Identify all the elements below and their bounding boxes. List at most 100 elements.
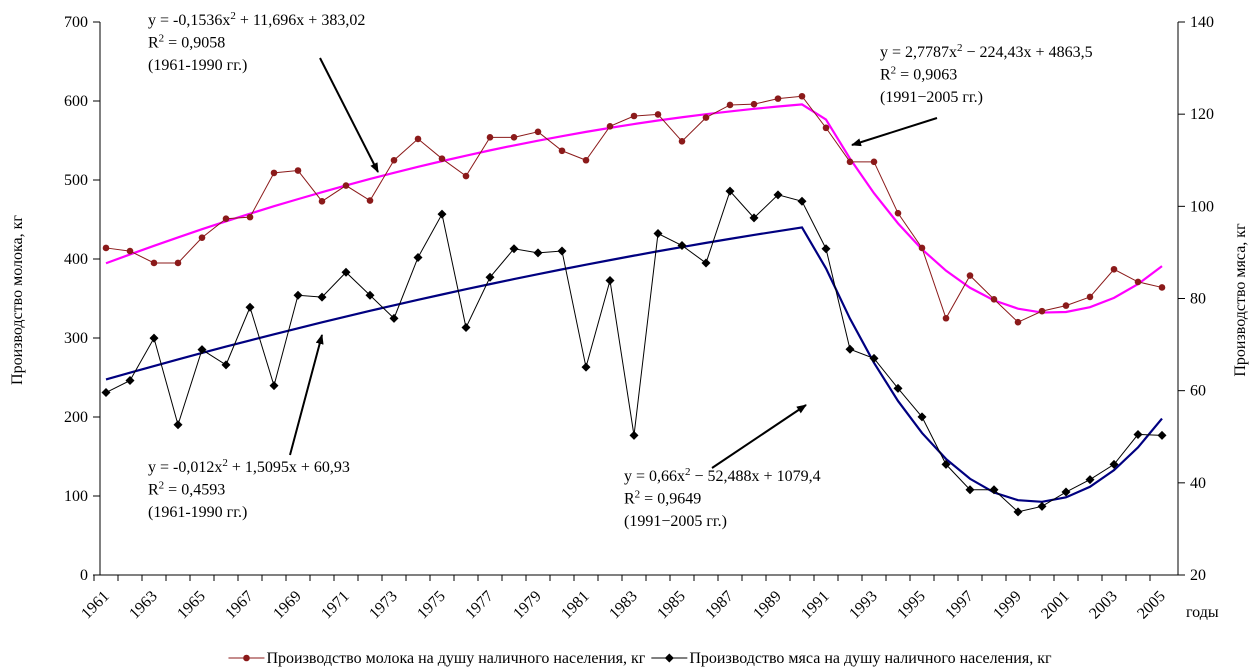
- annotation-part: R: [624, 491, 635, 508]
- milk-point: [1086, 293, 1094, 301]
- y-tick-label: 300: [64, 330, 88, 347]
- meat-point: [437, 209, 447, 219]
- annotation-part: y = -0,012x: [148, 459, 222, 476]
- milk-point: [102, 244, 110, 252]
- y2-axis-label: Производство мяса, кг: [1232, 223, 1249, 377]
- arrow: [851, 117, 938, 147]
- meat-point: [1133, 429, 1143, 439]
- meat-point: [653, 229, 663, 239]
- milk-point: [966, 272, 974, 279]
- milk-point: [630, 112, 638, 120]
- annotation: y = 0,66x2 − 52,488x + 1079,4: [624, 466, 821, 485]
- x-tick-label: 2003: [1086, 588, 1121, 623]
- annotation: y = -0,012x2 + 1,5095x + 60,93: [148, 457, 350, 476]
- x-axis-label: годы: [1186, 604, 1219, 621]
- meat-point: [581, 362, 591, 372]
- meat-point: [1085, 475, 1095, 485]
- x-tick-label: 1993: [846, 588, 881, 623]
- annotation: (1991−2005 гг.): [880, 89, 983, 106]
- annotation-part: (1961-1990 гг.): [148, 504, 247, 521]
- annotation-part: = 0,9063: [896, 67, 957, 84]
- legend-marker: [664, 653, 674, 663]
- milk-point: [246, 213, 254, 221]
- meat-point: [677, 241, 687, 251]
- meat-point: [965, 485, 975, 495]
- annotation-part: R: [148, 482, 159, 499]
- milk-point: [894, 209, 902, 217]
- milk-point: [414, 135, 422, 143]
- milk-point: [342, 182, 350, 189]
- annotation-part: 2: [635, 489, 641, 501]
- meat-point: [869, 353, 879, 363]
- x-tick-label: 1999: [990, 588, 1025, 623]
- annotation-part: 2: [891, 65, 897, 77]
- annotation-part: 2: [159, 33, 165, 45]
- milk-point: [1062, 302, 1070, 309]
- meat-point: [245, 302, 255, 312]
- trend-line: [105, 226, 1163, 503]
- annotation-part: 2: [685, 466, 691, 478]
- meat-point: [1061, 487, 1071, 497]
- y2-tick-label: 120: [1190, 106, 1214, 123]
- meat-point: [893, 383, 903, 393]
- meat-point: [221, 360, 231, 370]
- meat-point: [605, 276, 615, 286]
- milk-point: [654, 111, 662, 118]
- x-tick-label: 1961: [78, 588, 113, 623]
- y-tick-label: 700: [64, 14, 88, 31]
- milk-point: [510, 134, 518, 141]
- annotation: R2 = 0,9649: [624, 489, 701, 508]
- annotation-part: − 52,488x + 1079,4: [691, 468, 821, 485]
- annotation-part: − 224,43x + 4863,5: [963, 44, 1093, 61]
- meat-point: [557, 246, 567, 256]
- milk-point: [726, 101, 734, 109]
- milk-point: [486, 134, 494, 141]
- meat-point: [317, 292, 327, 302]
- meat-point: [509, 244, 519, 254]
- y2-tick-label: 80: [1190, 291, 1206, 308]
- milk-point: [822, 124, 830, 132]
- milk-point: [1110, 265, 1118, 273]
- annotation-part: y = 2,7787x: [880, 44, 957, 61]
- milk-point: [774, 95, 782, 102]
- meat-point: [749, 213, 759, 223]
- legend-label: Производство молока на душу наличного на…: [266, 650, 645, 667]
- milk-point: [438, 155, 446, 162]
- annotation-part: = 0,4593: [164, 482, 225, 499]
- meat-point: [701, 258, 711, 268]
- arrow: [319, 57, 379, 173]
- annotation-part: 2: [159, 480, 165, 492]
- milk-point: [870, 158, 878, 166]
- milk-point: [150, 259, 158, 267]
- milk-point: [798, 92, 806, 100]
- meat-point: [1109, 459, 1119, 469]
- meat-point: [1037, 501, 1047, 511]
- meat-point: [629, 430, 639, 440]
- milk-point: [390, 156, 398, 164]
- meat-point: [365, 290, 375, 300]
- milk-point: [606, 122, 614, 130]
- legend-label: Производство мяса на душу наличного насе…: [689, 650, 1052, 667]
- milk-point: [534, 128, 542, 136]
- x-tick-label: 1965: [174, 588, 209, 623]
- meat-point: [389, 313, 399, 323]
- milk-point: [1134, 278, 1142, 286]
- milk-point: [222, 215, 230, 223]
- milk-point: [126, 247, 134, 255]
- milk-point: [678, 137, 686, 145]
- annotation-part: (1991−2005 гг.): [880, 89, 983, 106]
- annotation-part: (1991−2005 гг.): [624, 513, 727, 530]
- annotation: (1991−2005 гг.): [624, 513, 727, 530]
- y-tick-label: 100: [64, 488, 88, 505]
- annotation-part: = 0,9058: [164, 35, 225, 52]
- x-tick-label: 1997: [942, 588, 977, 623]
- annotation-part: R: [148, 35, 159, 52]
- meat-point: [269, 381, 279, 391]
- y2-tick-label: 60: [1190, 383, 1206, 400]
- milk-point: [846, 158, 854, 166]
- x-tick-label: 1963: [126, 588, 161, 623]
- meat-point: [293, 290, 303, 300]
- milk-point: [294, 167, 302, 174]
- milk-point: [366, 197, 374, 204]
- y-tick-label: 600: [64, 93, 88, 110]
